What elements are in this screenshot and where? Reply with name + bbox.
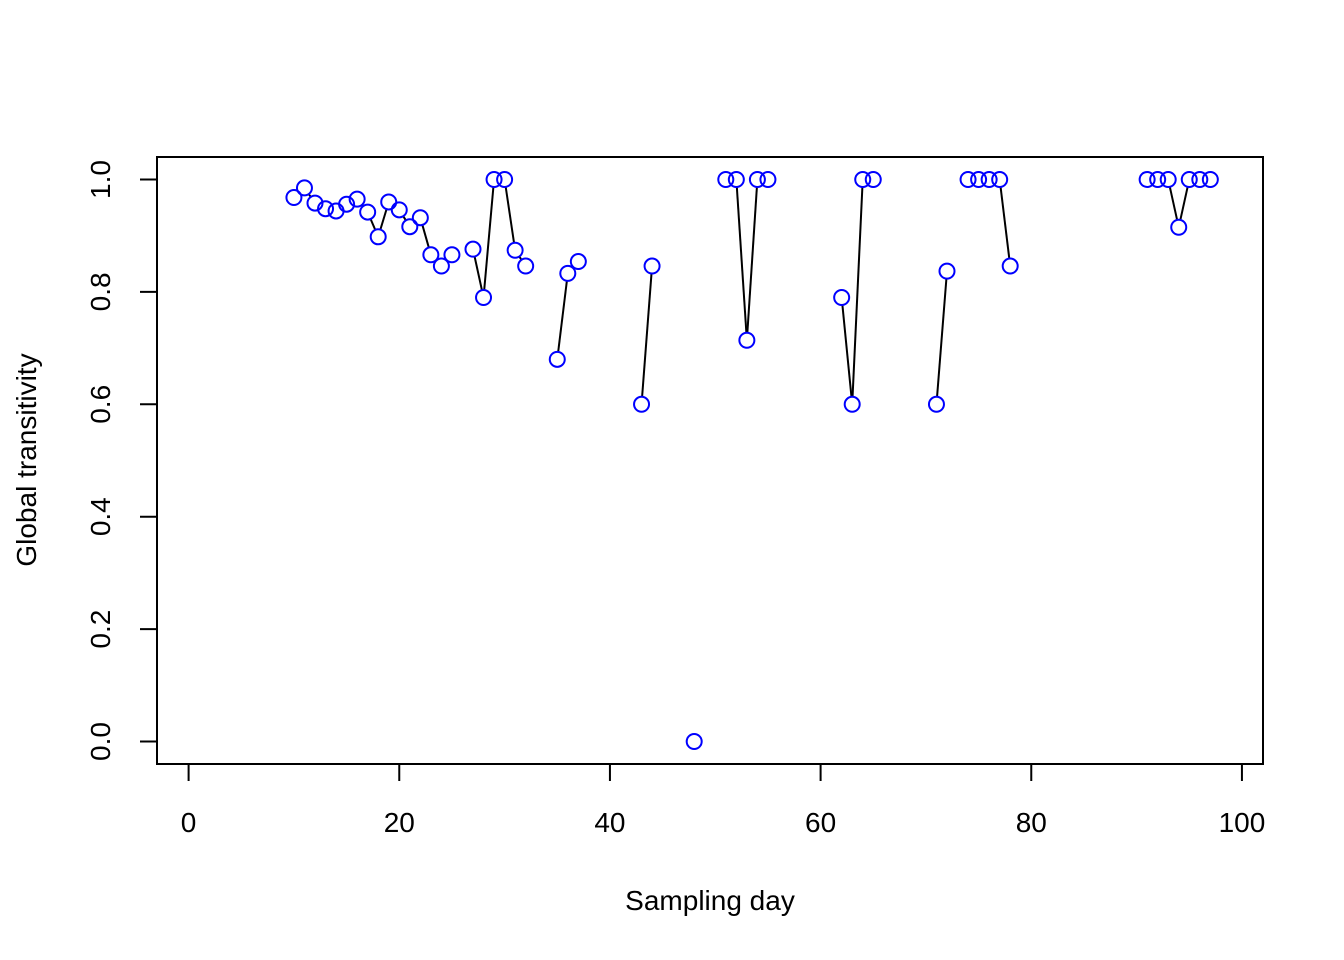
data-point <box>338 195 356 213</box>
data-point <box>348 190 366 208</box>
line-segment <box>504 186 516 244</box>
data-point <box>1138 170 1156 188</box>
line-segment <box>379 208 388 230</box>
data-point <box>422 246 440 264</box>
y-tick-label: 0.8 <box>85 272 116 311</box>
y-tick-label: 0.2 <box>85 610 116 649</box>
line-segment <box>936 278 948 397</box>
data-point <box>927 395 945 413</box>
x-tick-label: 80 <box>1016 807 1047 838</box>
data-point <box>295 179 313 197</box>
data-point <box>633 395 651 413</box>
data-point <box>727 170 745 188</box>
data-point <box>548 350 566 368</box>
data-point <box>1159 170 1177 188</box>
line-segment <box>483 186 495 291</box>
data-point <box>569 253 587 271</box>
data-point <box>1201 170 1219 188</box>
data-point <box>1170 218 1188 236</box>
data-point <box>390 201 408 219</box>
data-point <box>285 188 303 206</box>
plot-frame <box>156 156 1264 765</box>
data-point <box>717 170 735 188</box>
line-segment <box>641 273 653 397</box>
data-point <box>359 203 377 221</box>
data-point <box>843 395 861 413</box>
data-point <box>738 331 756 349</box>
data-point <box>411 209 429 227</box>
x-axis-label: Sampling day <box>625 885 795 916</box>
data-point <box>759 170 777 188</box>
data-point <box>643 257 661 275</box>
y-tick-label: 0.4 <box>85 497 116 536</box>
data-point <box>485 170 503 188</box>
line-segment <box>1168 186 1179 221</box>
line-segment <box>746 186 758 333</box>
data-point <box>938 262 956 280</box>
data-point <box>517 257 535 275</box>
data-point <box>380 193 398 211</box>
data-point <box>506 241 524 259</box>
x-tick-label: 100 <box>1219 807 1266 838</box>
data-point <box>833 289 851 307</box>
data-point <box>1191 170 1209 188</box>
series-line <box>307 186 1189 397</box>
data-point <box>443 246 461 264</box>
data-point <box>685 733 703 751</box>
line-segment <box>421 224 430 248</box>
series-points <box>285 170 1219 751</box>
data-point <box>496 170 514 188</box>
data-point <box>401 218 419 236</box>
data-point <box>327 202 345 220</box>
line-segment <box>473 256 483 291</box>
data-point <box>1001 257 1019 275</box>
data-point <box>1180 170 1198 188</box>
line-segment <box>369 218 377 231</box>
y-tick-label: 0.6 <box>85 385 116 424</box>
line-segment <box>999 186 1011 259</box>
line-segment <box>851 186 864 397</box>
data-point <box>748 170 766 188</box>
y-axis-label: Global transitivity <box>11 353 42 566</box>
line-segment <box>1179 186 1189 221</box>
x-tick-label: 20 <box>384 807 415 838</box>
line-segment <box>557 280 568 353</box>
data-point <box>959 170 977 188</box>
y-axis: 0.0 0.2 0.4 0.6 0.8 1.0 <box>85 160 158 761</box>
x-axis: 0 20 40 60 80 100 <box>181 763 1266 838</box>
x-tick-label: 40 <box>594 807 625 838</box>
data-point <box>306 194 324 212</box>
data-point <box>475 289 493 307</box>
data-point <box>464 240 482 258</box>
x-tick-label: 0 <box>181 807 197 838</box>
data-point <box>864 170 882 188</box>
data-point <box>991 170 1009 188</box>
data-point <box>980 170 998 188</box>
x-tick-label: 60 <box>805 807 836 838</box>
y-tick-label: 1.0 <box>85 160 116 199</box>
data-point <box>317 200 335 218</box>
data-point <box>1149 170 1167 188</box>
line-segment <box>841 304 853 397</box>
data-point <box>432 257 450 275</box>
data-point <box>559 264 577 282</box>
y-tick-label: 0.0 <box>85 722 116 761</box>
data-point <box>854 170 872 188</box>
data-point <box>369 228 387 246</box>
line-segment <box>735 186 748 333</box>
data-point <box>970 170 988 188</box>
